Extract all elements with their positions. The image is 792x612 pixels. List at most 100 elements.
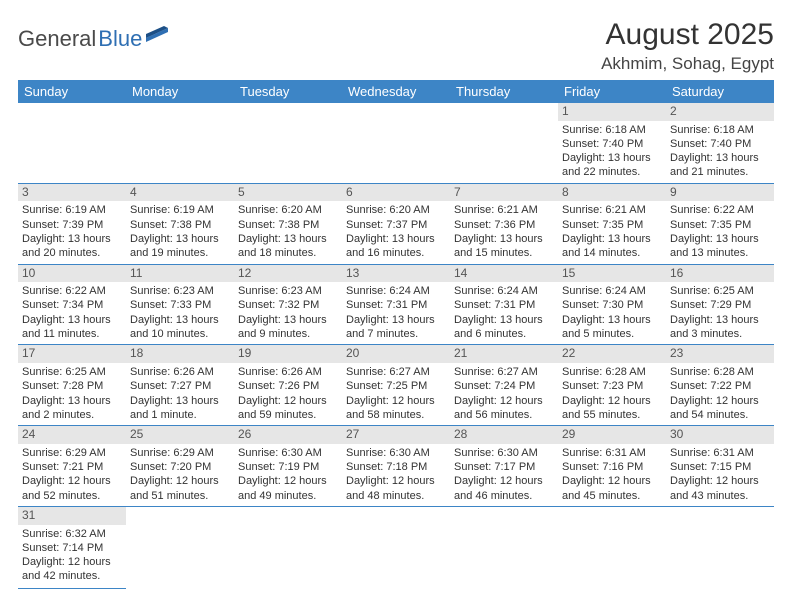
sunset-text: Sunset: 7:15 PM	[670, 460, 770, 474]
sunrise-text: Sunrise: 6:31 AM	[562, 446, 662, 460]
daylight2-text: and 20 minutes.	[22, 246, 122, 260]
daylight1-text: Daylight: 12 hours	[670, 474, 770, 488]
calendar-cell	[450, 103, 558, 183]
day-number: 25	[126, 426, 234, 444]
calendar-cell: 13Sunrise: 6:24 AMSunset: 7:31 PMDayligh…	[342, 264, 450, 345]
calendar-cell: 26Sunrise: 6:30 AMSunset: 7:19 PMDayligh…	[234, 426, 342, 507]
day-number: 18	[126, 345, 234, 363]
day-header: Sunday	[18, 80, 126, 103]
calendar-cell: 29 Sunrise: 6:31 AMSunset: 7:16 PMDayligh…	[558, 426, 666, 507]
calendar-cell: 9Sunrise: 6:22 AMSunset: 7:35 PMDaylight…	[666, 183, 774, 264]
calendar-cell: 10Sunrise: 6:22 AMSunset: 7:34 PMDayligh…	[18, 264, 126, 345]
sunrise-text: Sunrise: 6:24 AM	[562, 284, 662, 298]
calendar-header-row: Sunday Monday Tuesday Wednesday Thursday…	[18, 80, 774, 103]
sunrise-text: Sunrise: 6:28 AM	[670, 365, 770, 379]
sunset-text: Sunset: 7:36 PM	[454, 218, 554, 232]
day-number: 24	[18, 426, 126, 444]
day-number: 31	[18, 507, 126, 525]
calendar-cell: 6Sunrise: 6:20 AMSunset: 7:37 PMDaylight…	[342, 183, 450, 264]
sunset-text: Sunset: 7:17 PM	[454, 460, 554, 474]
daylight2-text: and 19 minutes.	[130, 246, 230, 260]
day-number: 19	[234, 345, 342, 363]
daylight1-text: Daylight: 13 hours	[130, 313, 230, 327]
daylight2-text: and 51 minutes.	[130, 489, 230, 503]
sunrise-text: Sunrise: 6:31 AM	[670, 446, 770, 460]
daylight1-text: Daylight: 12 hours	[22, 555, 122, 569]
sunrise-text: Sunrise: 6:22 AM	[22, 284, 122, 298]
sunrise-text: Sunrise: 6:19 AM	[22, 203, 122, 217]
daylight1-text: Daylight: 12 hours	[562, 474, 662, 488]
day-number: 6	[342, 184, 450, 202]
sunrise-text: Sunrise: 6:30 AM	[346, 446, 446, 460]
calendar-cell	[450, 506, 558, 588]
calendar-row: 24Sunrise: 6:29 AMSunset: 7:21 PMDayligh…	[18, 426, 774, 507]
day-number: 30	[666, 426, 774, 444]
calendar-cell	[342, 103, 450, 183]
daylight1-text: Daylight: 13 hours	[670, 232, 770, 246]
day-number: 15	[558, 265, 666, 283]
calendar-cell: 8Sunrise: 6:21 AMSunset: 7:35 PMDaylight…	[558, 183, 666, 264]
calendar-cell: 7Sunrise: 6:21 AMSunset: 7:36 PMDaylight…	[450, 183, 558, 264]
sunset-text: Sunset: 7:28 PM	[22, 379, 122, 393]
daylight2-text: and 7 minutes.	[346, 327, 446, 341]
sunset-text: Sunset: 7:35 PM	[562, 218, 662, 232]
daylight2-text: and 14 minutes.	[562, 246, 662, 260]
day-number: 4	[126, 184, 234, 202]
daylight1-text: Daylight: 12 hours	[454, 394, 554, 408]
sunset-text: Sunset: 7:26 PM	[238, 379, 338, 393]
daylight2-text: and 6 minutes.	[454, 327, 554, 341]
calendar-cell	[126, 103, 234, 183]
sunset-text: Sunset: 7:33 PM	[130, 298, 230, 312]
day-header: Tuesday	[234, 80, 342, 103]
day-number: 14	[450, 265, 558, 283]
calendar-cell: 3Sunrise: 6:19 AMSunset: 7:39 PMDaylight…	[18, 183, 126, 264]
calendar-row: 17Sunrise: 6:25 AMSunset: 7:28 PMDayligh…	[18, 345, 774, 426]
daylight2-text: and 52 minutes.	[22, 489, 122, 503]
calendar-cell: 23Sunrise: 6:28 AMSunset: 7:22 PMDayligh…	[666, 345, 774, 426]
day-number: 17	[18, 345, 126, 363]
daylight2-text: and 45 minutes.	[562, 489, 662, 503]
sunrise-text: Sunrise: 6:18 AM	[670, 123, 770, 137]
logo-flag-icon	[146, 26, 172, 46]
daylight2-text: and 54 minutes.	[670, 408, 770, 422]
daylight2-text: and 48 minutes.	[346, 489, 446, 503]
daylight2-text: and 2 minutes.	[22, 408, 122, 422]
sunrise-text: Sunrise: 6:25 AM	[670, 284, 770, 298]
sunset-text: Sunset: 7:23 PM	[562, 379, 662, 393]
daylight1-text: Daylight: 13 hours	[22, 394, 122, 408]
sunset-text: Sunset: 7:37 PM	[346, 218, 446, 232]
day-header: Thursday	[450, 80, 558, 103]
calendar-cell: 4Sunrise: 6:19 AMSunset: 7:38 PMDaylight…	[126, 183, 234, 264]
day-number: 21	[450, 345, 558, 363]
daylight1-text: Daylight: 13 hours	[346, 232, 446, 246]
day-number: 23	[666, 345, 774, 363]
sunset-text: Sunset: 7:29 PM	[670, 298, 770, 312]
calendar-cell: 11Sunrise: 6:23 AMSunset: 7:33 PMDayligh…	[126, 264, 234, 345]
daylight2-text: and 46 minutes.	[454, 489, 554, 503]
calendar-cell: 21Sunrise: 6:27 AMSunset: 7:24 PMDayligh…	[450, 345, 558, 426]
day-number: 10	[18, 265, 126, 283]
sunrise-text: Sunrise: 6:27 AM	[346, 365, 446, 379]
daylight1-text: Daylight: 13 hours	[130, 232, 230, 246]
calendar-cell: 30 Sunrise: 6:31 AMSunset: 7:15 PMDayligh…	[666, 426, 774, 507]
calendar-cell: 25Sunrise: 6:29 AMSunset: 7:20 PMDayligh…	[126, 426, 234, 507]
day-number: 29	[558, 426, 666, 444]
day-header: Saturday	[666, 80, 774, 103]
day-number: 5	[234, 184, 342, 202]
daylight2-text: and 58 minutes.	[346, 408, 446, 422]
calendar-cell: 17Sunrise: 6:25 AMSunset: 7:28 PMDayligh…	[18, 345, 126, 426]
daylight2-text: and 1 minute.	[130, 408, 230, 422]
sunrise-text: Sunrise: 6:32 AM	[22, 527, 122, 541]
daylight1-text: Daylight: 13 hours	[22, 313, 122, 327]
daylight1-text: Daylight: 12 hours	[238, 474, 338, 488]
calendar-cell: 19Sunrise: 6:26 AMSunset: 7:26 PMDayligh…	[234, 345, 342, 426]
sunrise-text: Sunrise: 6:21 AM	[562, 203, 662, 217]
sunset-text: Sunset: 7:32 PM	[238, 298, 338, 312]
daylight1-text: Daylight: 12 hours	[22, 474, 122, 488]
sunset-text: Sunset: 7:16 PM	[562, 460, 662, 474]
daylight1-text: Daylight: 12 hours	[238, 394, 338, 408]
sunrise-text: Sunrise: 6:18 AM	[562, 123, 662, 137]
sunset-text: Sunset: 7:31 PM	[454, 298, 554, 312]
daylight1-text: Daylight: 12 hours	[130, 474, 230, 488]
daylight1-text: Daylight: 13 hours	[670, 313, 770, 327]
